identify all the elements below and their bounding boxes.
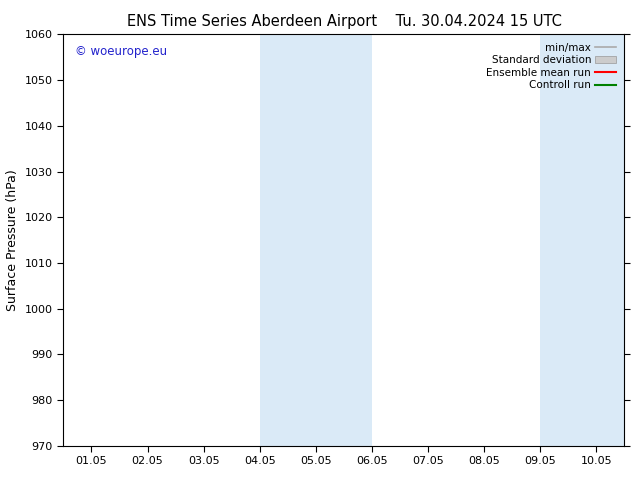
- Title: ENS Time Series Aberdeen Airport    Tu. 30.04.2024 15 UTC: ENS Time Series Aberdeen Airport Tu. 30.…: [127, 14, 561, 29]
- Bar: [260, 34, 372, 446]
- Legend: min/max, Standard deviation, Ensemble mean run, Controll run: min/max, Standard deviation, Ensemble me…: [483, 40, 619, 94]
- Bar: [540, 34, 624, 446]
- Y-axis label: Surface Pressure (hPa): Surface Pressure (hPa): [6, 169, 19, 311]
- Text: © woeurope.eu: © woeurope.eu: [75, 45, 167, 58]
